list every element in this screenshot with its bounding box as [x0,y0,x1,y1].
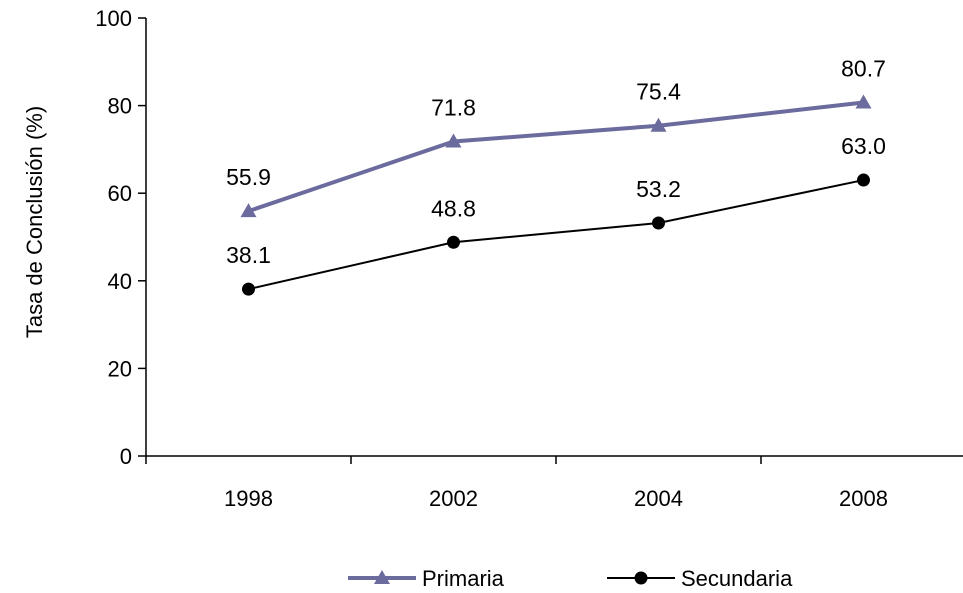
y-tick-label: 60 [108,181,132,206]
legend: Primaria Secundaria [348,566,793,591]
data-label: 75.4 [636,79,681,105]
x-tick-label: 2002 [429,486,478,511]
data-point-triangle [240,203,257,218]
data-label: 80.7 [841,56,886,82]
series-line-primaria [247,100,864,214]
legend-label: Secundaria [681,566,793,591]
y-axis-title: Tasa de Conclusión (%) [22,106,47,338]
x-tick-label: 1998 [224,486,273,511]
data-label: 55.9 [226,164,271,190]
legend-circle-marker [634,571,648,585]
data-point-circle [242,282,255,296]
legend-triangle-marker [374,570,390,584]
y-tick-label: 40 [108,269,132,294]
x-tick-label: 2008 [839,486,888,511]
legend-item-secundaria: Secundaria [607,566,793,591]
data-label: 53.2 [636,176,681,202]
data-label: 48.8 [431,195,476,221]
data-point-triangle [650,117,667,132]
data-label: 38.1 [226,242,271,268]
data-point-circle [447,235,460,249]
y-tick-label: 100 [95,6,132,31]
y-tick-label: 0 [120,444,132,469]
data-point-triangle [855,94,872,109]
y-tick-label: 80 [108,94,132,119]
legend-item-primaria: Primaria [348,566,505,591]
x-tick-label: 2004 [634,486,683,511]
legend-label: Primaria [422,566,505,591]
data-label: 71.8 [431,95,476,121]
series-secundaria: 38.1 48.8 53.2 63.0 [226,133,886,296]
axes: 0 20 40 60 80 100 1998 2002 2004 2008 [95,6,963,511]
series-line-secundaria [248,179,864,291]
data-point-circle [857,173,870,187]
y-tick-label: 20 [108,356,132,381]
data-label: 63.0 [841,133,886,159]
data-point-triangle [445,133,462,148]
data-point-circle [652,216,665,230]
series-primaria: 55.9 71.8 75.4 80.7 [226,56,886,218]
